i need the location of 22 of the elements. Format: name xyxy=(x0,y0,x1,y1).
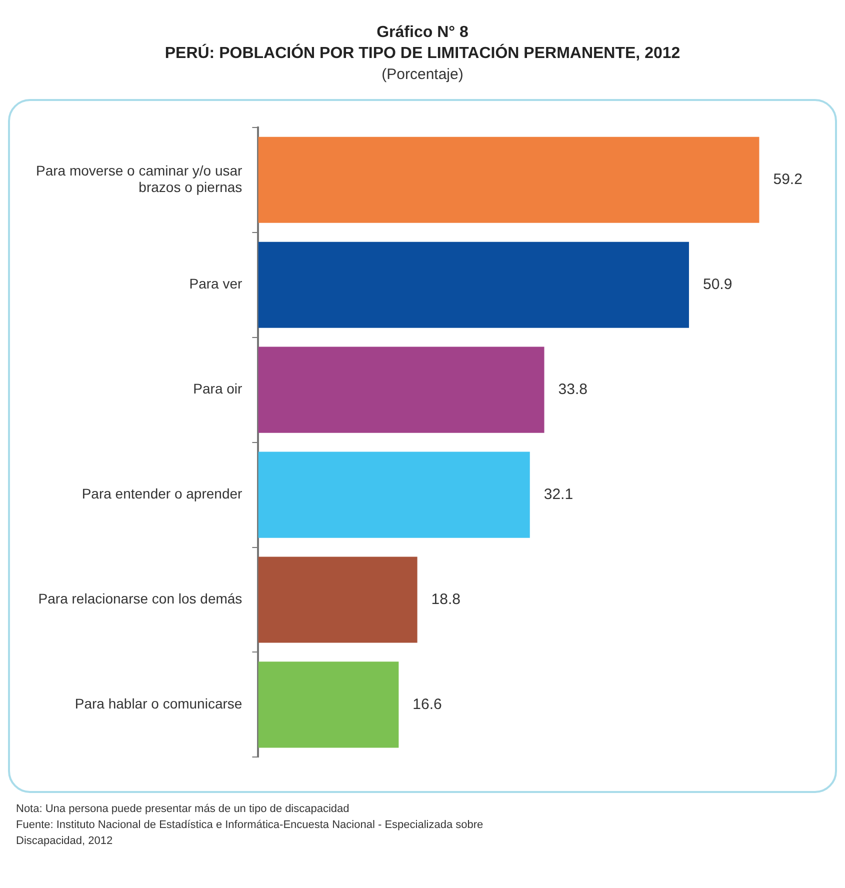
bar xyxy=(258,556,418,643)
data-label: 18.8 xyxy=(431,590,461,608)
chart-subtitle: (Porcentaje) xyxy=(380,66,464,83)
source-note: Fuente: Instituto Nacional de Estadística e Informática-Encuesta Nacional - Especializada sobre Discapacidad, 2012 xyxy=(16,818,484,849)
bar xyxy=(258,346,544,433)
y-tick-label: Para relacionarse con los demás xyxy=(38,590,242,607)
y-tick-label: Para oir xyxy=(193,380,243,397)
data-label: 16.6 xyxy=(412,696,442,713)
y-tick-label: Para moverse o caminar y/o usar brazos o piernas xyxy=(36,162,243,196)
data-label: 59.2 xyxy=(773,171,802,188)
data-label: 50.9 xyxy=(702,276,732,293)
bar xyxy=(258,242,689,328)
chart-title: Gráfico N° 8 PERÚ: POBLACIÓN POR TIPO DE LIMITACIÓN PERMANENTE, 2012 xyxy=(164,23,682,64)
y-tick-label: Para hablar o comunicarse xyxy=(74,696,242,712)
y-tick-label: Para ver xyxy=(189,276,243,292)
bar xyxy=(258,662,399,748)
text: Nota: Una persona puede presentar más de un tipo de discapacidad xyxy=(16,802,350,817)
data-label: 32.1 xyxy=(544,486,574,503)
y-tick-label: Para entender o aprender xyxy=(82,486,243,502)
bar xyxy=(258,452,530,538)
bar xyxy=(258,136,760,223)
data-label: 33.8 xyxy=(558,380,588,398)
